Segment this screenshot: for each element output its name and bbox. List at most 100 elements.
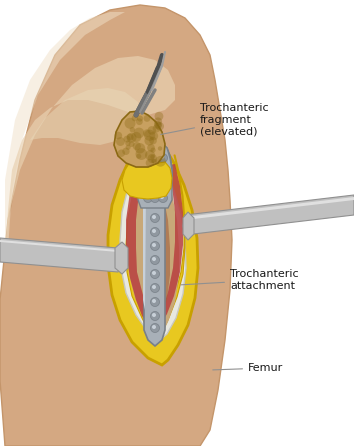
Circle shape	[160, 195, 164, 199]
Circle shape	[152, 155, 156, 159]
Polygon shape	[0, 240, 118, 252]
Circle shape	[150, 155, 155, 159]
Circle shape	[159, 153, 167, 162]
Polygon shape	[120, 141, 186, 340]
Circle shape	[127, 133, 137, 143]
Circle shape	[125, 140, 131, 146]
Circle shape	[156, 122, 164, 131]
Text: Trochanteric
attachment: Trochanteric attachment	[181, 269, 299, 291]
Circle shape	[136, 118, 143, 125]
Polygon shape	[122, 162, 172, 199]
Circle shape	[149, 132, 158, 140]
Circle shape	[148, 126, 156, 135]
Circle shape	[137, 116, 143, 122]
Circle shape	[160, 155, 164, 159]
Polygon shape	[183, 195, 354, 235]
Circle shape	[150, 284, 160, 293]
Circle shape	[129, 141, 135, 147]
Circle shape	[152, 243, 156, 247]
Circle shape	[150, 194, 160, 202]
Polygon shape	[185, 197, 354, 220]
Circle shape	[145, 185, 149, 189]
Circle shape	[150, 173, 160, 182]
Circle shape	[159, 183, 167, 193]
Circle shape	[158, 146, 162, 151]
Circle shape	[150, 153, 160, 162]
Circle shape	[145, 150, 155, 160]
Polygon shape	[126, 168, 148, 325]
Circle shape	[152, 257, 156, 261]
Circle shape	[134, 113, 139, 117]
Polygon shape	[183, 212, 194, 240]
Polygon shape	[5, 56, 175, 310]
Polygon shape	[0, 5, 232, 446]
Polygon shape	[114, 111, 165, 167]
Circle shape	[145, 175, 149, 179]
Circle shape	[150, 227, 160, 236]
Circle shape	[145, 195, 149, 199]
Polygon shape	[160, 155, 185, 332]
Circle shape	[152, 229, 156, 233]
Circle shape	[152, 175, 156, 179]
Circle shape	[143, 164, 153, 173]
Circle shape	[152, 325, 156, 329]
Circle shape	[150, 269, 160, 278]
Text: Trochanteric
fragment
(elevated): Trochanteric fragment (elevated)	[161, 103, 269, 136]
Circle shape	[130, 127, 135, 132]
Circle shape	[146, 159, 154, 167]
Circle shape	[155, 112, 164, 120]
Circle shape	[143, 153, 153, 162]
Circle shape	[116, 137, 125, 146]
Polygon shape	[108, 136, 198, 365]
Circle shape	[125, 118, 136, 129]
Circle shape	[143, 173, 153, 182]
Polygon shape	[5, 12, 125, 250]
Circle shape	[136, 154, 141, 159]
Circle shape	[152, 185, 156, 189]
Circle shape	[126, 145, 131, 150]
Circle shape	[159, 164, 167, 173]
Circle shape	[150, 164, 160, 173]
Circle shape	[143, 183, 153, 193]
Circle shape	[150, 311, 160, 321]
Circle shape	[124, 136, 131, 143]
Circle shape	[150, 241, 160, 251]
Polygon shape	[0, 238, 122, 272]
Polygon shape	[138, 141, 172, 208]
Circle shape	[151, 159, 155, 163]
Circle shape	[149, 137, 157, 145]
Polygon shape	[127, 152, 179, 334]
Circle shape	[152, 271, 156, 275]
Polygon shape	[148, 192, 170, 312]
Circle shape	[144, 130, 155, 141]
Circle shape	[114, 132, 122, 140]
Polygon shape	[162, 164, 183, 322]
Circle shape	[147, 144, 155, 152]
Circle shape	[134, 128, 144, 138]
Circle shape	[143, 194, 153, 202]
Circle shape	[150, 297, 160, 306]
Polygon shape	[141, 152, 146, 310]
Circle shape	[127, 134, 133, 140]
Circle shape	[150, 323, 160, 333]
Circle shape	[160, 185, 164, 189]
Text: Femur: Femur	[213, 363, 283, 373]
Circle shape	[152, 285, 156, 289]
Circle shape	[122, 148, 130, 155]
Circle shape	[150, 148, 156, 153]
Circle shape	[131, 132, 141, 142]
Circle shape	[143, 129, 151, 137]
Circle shape	[144, 136, 154, 145]
Circle shape	[152, 299, 156, 303]
Circle shape	[159, 173, 167, 182]
Polygon shape	[126, 148, 152, 332]
Circle shape	[144, 115, 150, 122]
Circle shape	[150, 214, 160, 223]
Circle shape	[150, 183, 160, 193]
Circle shape	[152, 165, 156, 169]
Circle shape	[145, 155, 149, 159]
Circle shape	[160, 175, 164, 179]
Circle shape	[155, 156, 166, 167]
Circle shape	[148, 154, 157, 163]
Circle shape	[152, 215, 156, 219]
